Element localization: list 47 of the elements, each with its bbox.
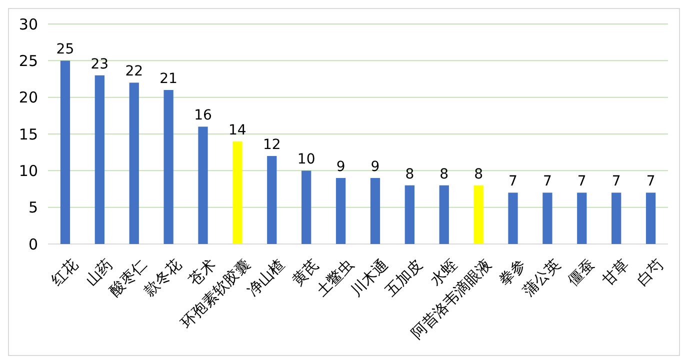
data-label: 9 [370,159,380,175]
data-label: 7 [542,174,552,190]
bar [129,82,139,244]
x-tick-label: 甘草 [598,256,633,290]
data-label: 14 [228,122,246,138]
data-label: 9 [336,159,346,175]
y-tick-label: 5 [28,198,38,217]
bar [508,192,518,244]
bar [439,185,449,244]
bar [198,126,208,244]
bar [577,192,587,244]
data-label: 7 [508,174,518,190]
data-label: 7 [577,174,586,190]
bar [232,141,242,244]
data-label: 7 [612,174,621,190]
bar [612,192,622,244]
y-tick-label: 10 [18,162,38,180]
data-label: 10 [297,152,316,168]
bar [404,185,414,244]
data-label: 22 [125,64,144,80]
data-label: 8 [474,166,484,182]
data-label: 7 [646,174,656,190]
bar [646,192,656,244]
bar [302,170,312,244]
bar [60,60,70,244]
bar [474,185,484,244]
bar [336,178,346,244]
data-label: 25 [56,42,74,58]
data-label: 12 [262,137,281,153]
data-label: 8 [440,166,449,182]
bar [267,156,277,244]
bar [542,192,552,244]
bar [370,178,380,244]
bar [94,75,104,244]
y-tick-label: 0 [28,235,38,254]
bar [164,90,174,244]
data-label: 23 [90,56,109,72]
y-tick-label: 30 [18,15,38,34]
data-label: 8 [405,166,414,182]
x-tick-label: 红花 [48,256,82,290]
x-tick-label: 僵蚕 [564,256,598,290]
y-tick-label: 15 [18,125,38,144]
y-tick-label: 20 [18,88,38,107]
x-tick-label: 白芍 [633,256,668,290]
data-label: 16 [194,108,212,124]
data-label: 21 [160,71,178,87]
y-tick-label: 25 [18,52,38,70]
